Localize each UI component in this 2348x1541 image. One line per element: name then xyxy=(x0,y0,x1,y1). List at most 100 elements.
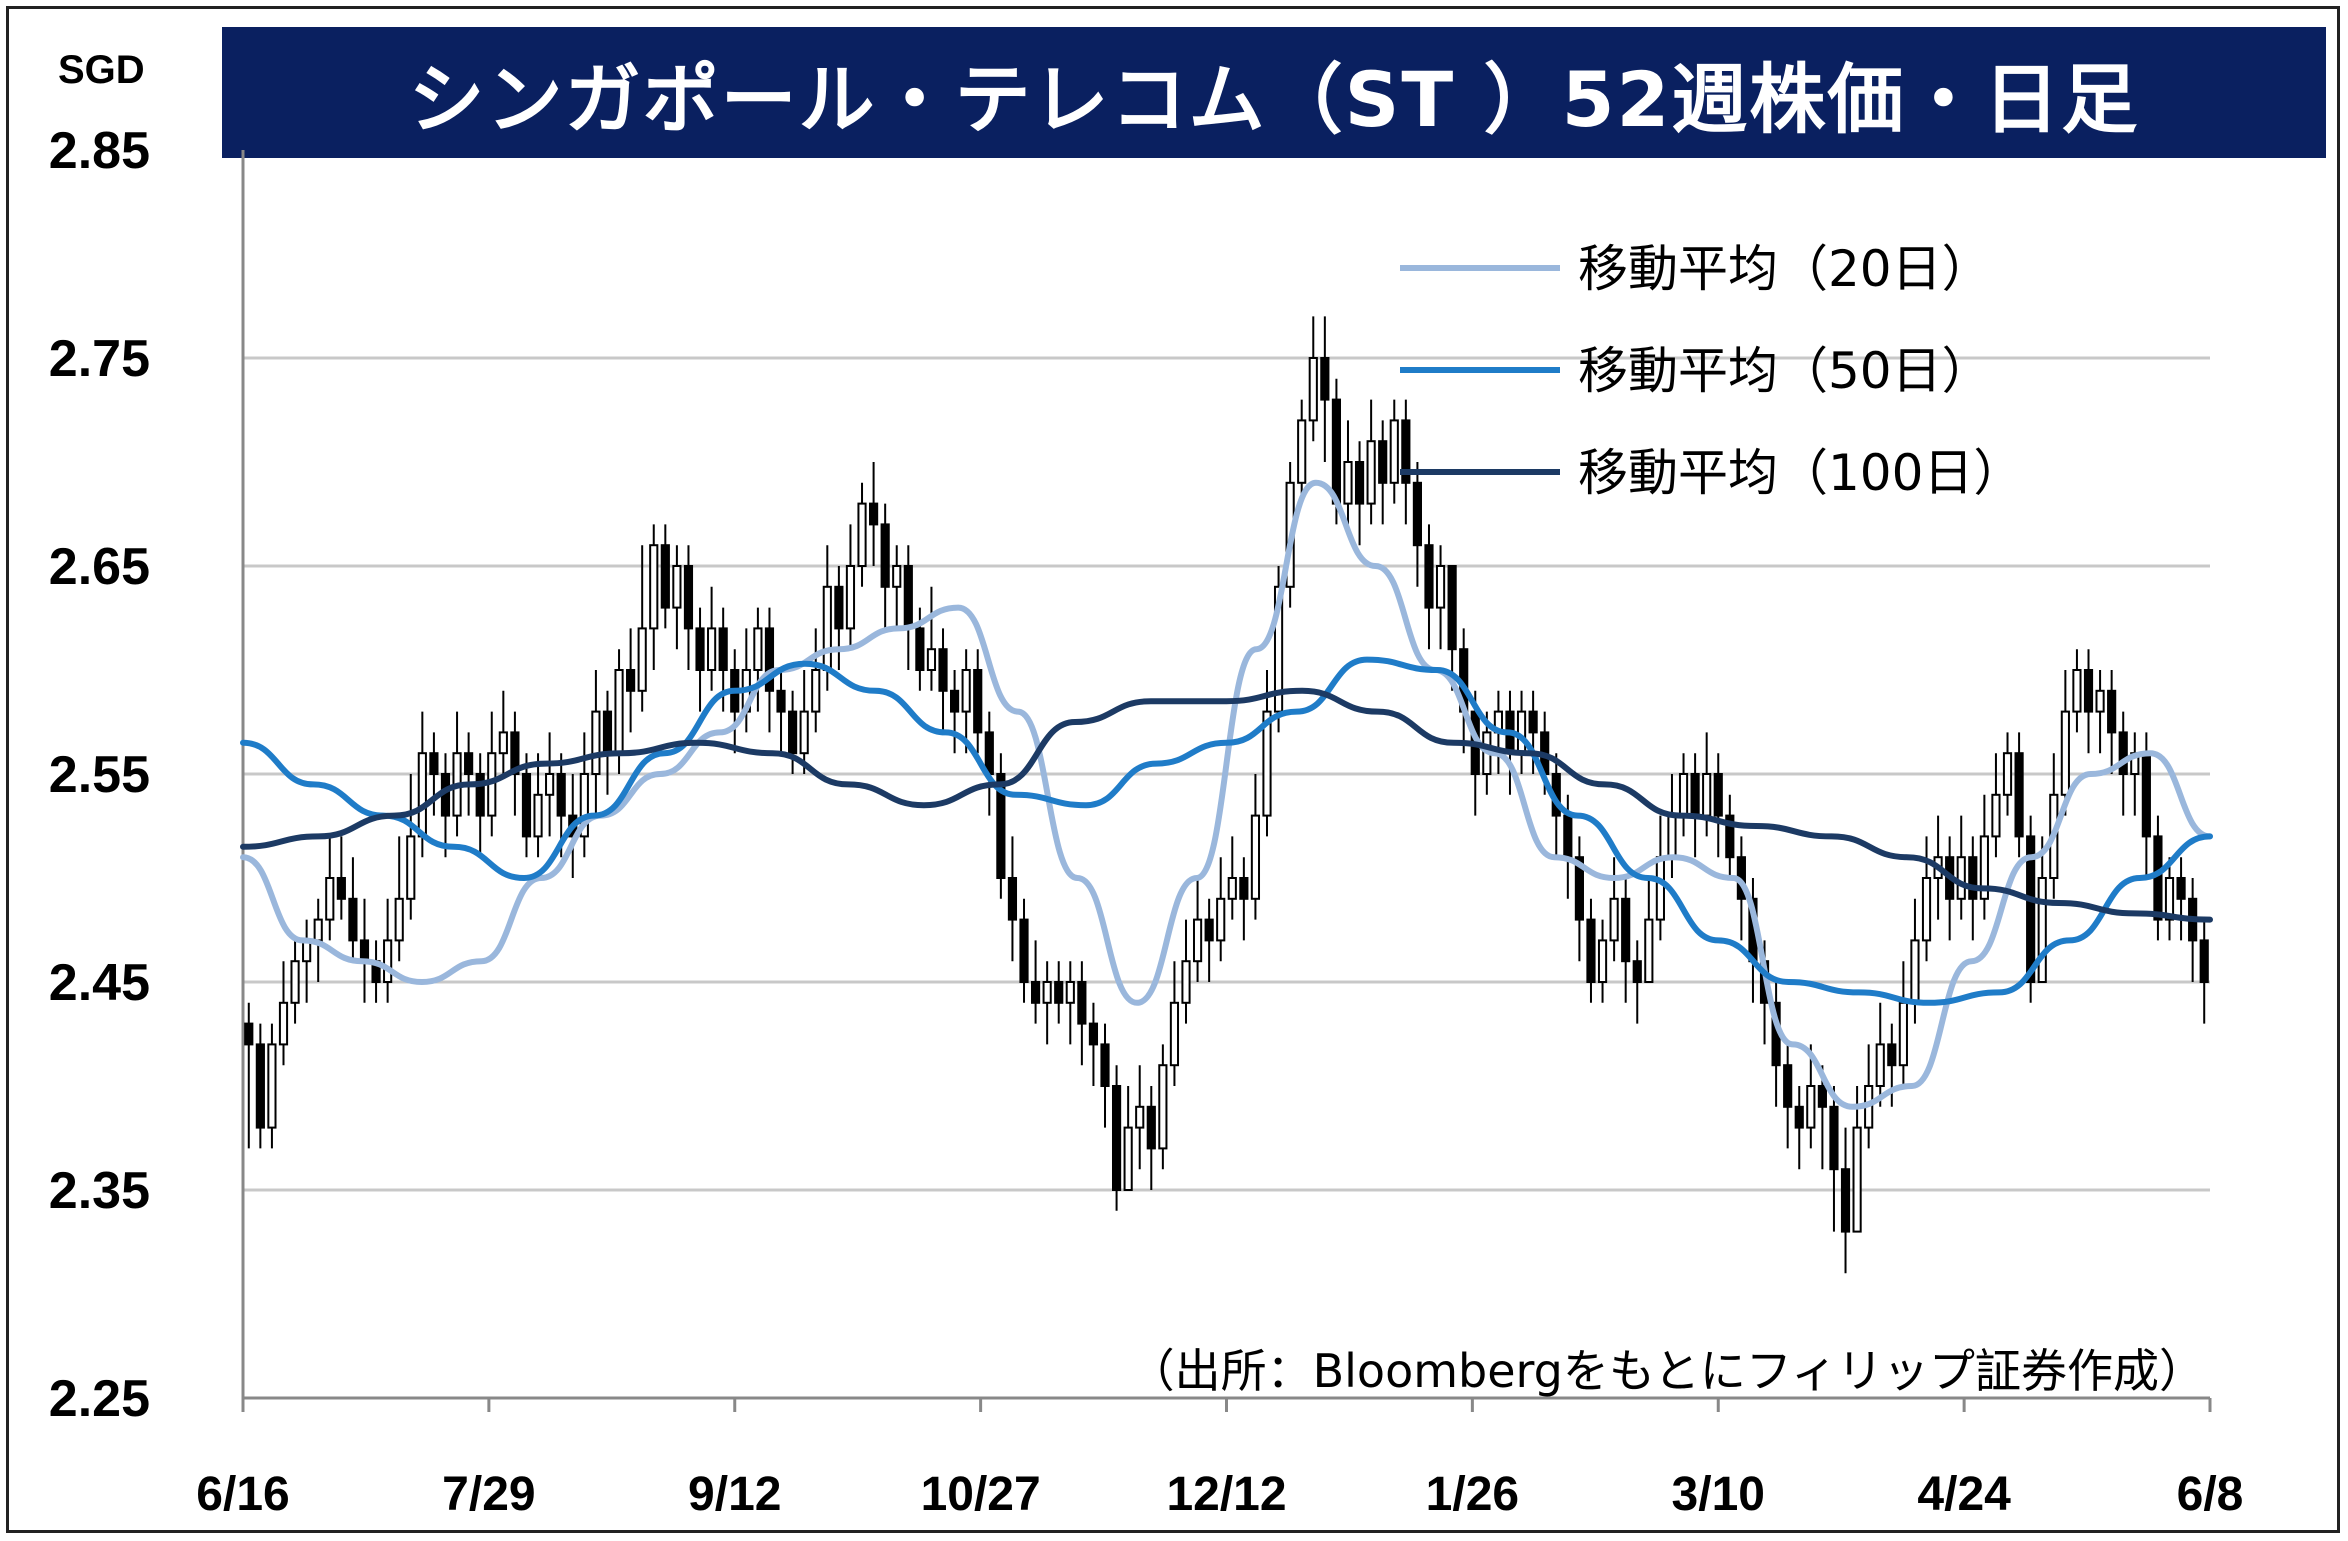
candlestick xyxy=(1065,961,1075,1045)
candlestick xyxy=(1667,774,1677,878)
legend-label: 移動平均（20日） xyxy=(1578,240,1992,298)
candlestick xyxy=(1840,1127,1851,1274)
legend: 移動平均（20日） 移動平均（50日） 移動平均（100日） xyxy=(1400,240,2023,502)
candle-body xyxy=(2095,689,2105,713)
candle-body xyxy=(892,565,902,588)
ma-line-100 xyxy=(240,687,2213,923)
candlestick xyxy=(1088,1002,1099,1086)
candle-body xyxy=(996,773,1006,879)
candlestick xyxy=(1447,565,1457,691)
candlestick xyxy=(845,524,856,650)
candlestick xyxy=(510,711,520,816)
candle-body xyxy=(244,1022,254,1046)
candle-body xyxy=(602,710,613,755)
candlestick xyxy=(521,753,532,858)
candle-body xyxy=(1111,1085,1122,1191)
candlestick xyxy=(695,607,705,712)
candlestick xyxy=(1424,524,1434,650)
candle-body xyxy=(1007,877,1018,921)
candlestick xyxy=(1621,878,1631,1003)
candle-body xyxy=(429,752,439,776)
candlestick xyxy=(1123,1086,1133,1191)
title-bar: シンガポール・テレコム（ST ）52週株価・日足 xyxy=(222,27,2326,158)
candle-body xyxy=(579,773,589,838)
candlestick xyxy=(371,940,381,1003)
candle-body xyxy=(1297,419,1307,484)
candlestick xyxy=(2130,732,2140,816)
candle-body xyxy=(498,731,508,755)
candle-body xyxy=(707,627,717,672)
candle-body xyxy=(1192,918,1203,963)
candlestick xyxy=(1945,836,1955,941)
candle-body xyxy=(834,585,844,630)
candlestick xyxy=(776,670,786,754)
candle-body xyxy=(2118,731,2128,776)
candlestick xyxy=(1019,898,1029,1003)
candle-body xyxy=(394,897,404,942)
candlestick xyxy=(788,690,798,774)
candle-body xyxy=(1516,710,1527,755)
candlestick xyxy=(487,711,497,837)
candle-body xyxy=(1586,918,1596,983)
candlestick xyxy=(903,545,913,670)
candle-body xyxy=(336,877,346,900)
candle-body xyxy=(1181,960,1191,1004)
candle-body xyxy=(950,689,960,713)
candle-body xyxy=(1447,565,1457,651)
x-tick-label: 10/27 xyxy=(921,1468,1041,1521)
candlestick xyxy=(1250,774,1261,920)
x-tick-label: 7/29 xyxy=(442,1468,535,1521)
legend-label: 移動平均（100日） xyxy=(1578,444,2023,502)
candlestick xyxy=(1991,753,2001,858)
candle-body xyxy=(869,502,879,526)
candle-body xyxy=(406,835,416,900)
candlestick xyxy=(475,753,485,858)
candlestick xyxy=(452,711,462,837)
candle-body xyxy=(1829,1105,1839,1171)
candle-body xyxy=(915,627,925,672)
candle-body xyxy=(1725,814,1735,859)
candlestick xyxy=(383,898,393,1003)
candle-body xyxy=(1794,1105,1804,1129)
candlestick xyxy=(1169,961,1180,1086)
candlestick xyxy=(1817,1065,1827,1170)
candlestick xyxy=(533,753,543,858)
candlestick xyxy=(2072,649,2082,733)
candlestick xyxy=(984,711,994,816)
candlesticks xyxy=(244,316,2209,1274)
candle-body xyxy=(660,544,670,609)
candle-body xyxy=(1366,440,1376,505)
candle-body xyxy=(1713,773,1723,817)
candle-body xyxy=(348,897,358,942)
candle-body xyxy=(2153,835,2163,921)
candlestick xyxy=(267,1023,277,1149)
candle-body xyxy=(1621,897,1631,963)
candlestick xyxy=(1921,836,1932,962)
candle-body xyxy=(1343,461,1353,505)
candle-body xyxy=(695,627,705,672)
candle-body xyxy=(973,669,983,734)
candle-body xyxy=(1169,1001,1180,1067)
candle-body xyxy=(510,731,520,776)
candle-body xyxy=(811,669,821,713)
candlestick xyxy=(1435,545,1446,650)
candlestick xyxy=(1158,1044,1168,1170)
moving-average-lines xyxy=(240,479,2213,1110)
candlestick xyxy=(1875,1002,1885,1107)
candlestick xyxy=(1030,940,1041,1024)
candlestick xyxy=(834,566,844,670)
candlestick xyxy=(1100,1023,1110,1128)
candlestick xyxy=(637,545,647,712)
candlestick xyxy=(1135,1065,1145,1170)
candlestick xyxy=(1111,1065,1122,1211)
candle-body xyxy=(2072,669,2082,713)
candle-body xyxy=(1898,1001,1908,1067)
candlestick xyxy=(440,753,451,858)
candlestick xyxy=(1898,961,1908,1086)
candle-body xyxy=(2199,939,2209,984)
candle-body xyxy=(2002,752,2013,796)
candlestick xyxy=(1979,794,1989,920)
candlestick xyxy=(649,524,659,670)
candle-body xyxy=(614,669,624,755)
